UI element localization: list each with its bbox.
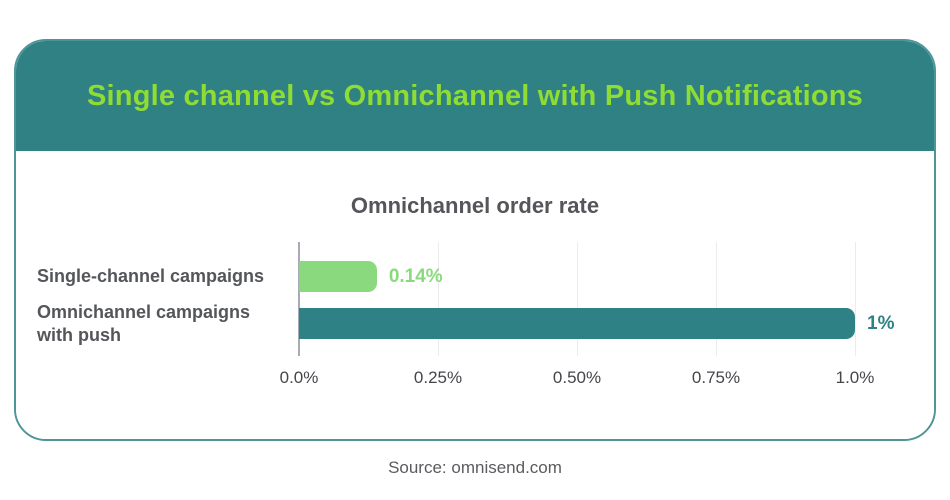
source-attribution: Source: omnisend.com <box>388 458 562 477</box>
x-tick: 0.0% <box>279 368 319 387</box>
bar-track: 0.14% <box>299 261 855 292</box>
gridline <box>855 242 856 356</box>
card-title: Single channel vs Omnichannel with Push … <box>87 79 863 112</box>
gridline <box>716 242 717 356</box>
category-label: Single-channel campaigns <box>37 266 265 287</box>
x-tick: 0.50% <box>552 368 602 387</box>
category-label: Omnichannel campaigns with push <box>37 302 251 345</box>
x-axis: 0.0% 0.25% 0.50% 0.75% 1.0% <box>280 368 875 390</box>
infographic-card: Single channel vs Omnichannel with Push … <box>14 39 936 441</box>
chart-panel: Omnichannel order rate Single-channel ca… <box>16 151 934 439</box>
bar-single-channel <box>299 261 377 292</box>
x-tick: 0.75% <box>691 368 741 387</box>
bar-row-single-channel: Single-channel campaigns 0.14% <box>37 253 855 300</box>
bar-row-omnichannel: Omnichannel campaigns with push 1% <box>37 300 894 347</box>
bar-omnichannel <box>299 308 855 339</box>
value-label: 0.14% <box>388 265 443 287</box>
bar-track: 1% <box>299 308 894 339</box>
gridline <box>438 242 439 356</box>
chart-title: Omnichannel order rate <box>350 193 600 218</box>
gridline <box>577 242 578 356</box>
value-label: 1% <box>867 312 895 334</box>
x-tick: 1.0% <box>835 368 875 387</box>
card-header: Single channel vs Omnichannel with Push … <box>16 41 934 151</box>
bar-rows: Single-channel campaigns 0.14% Omnichann… <box>37 253 894 347</box>
x-tick: 0.25% <box>413 368 463 387</box>
y-axis-line <box>298 242 300 356</box>
plot-area <box>298 242 856 356</box>
